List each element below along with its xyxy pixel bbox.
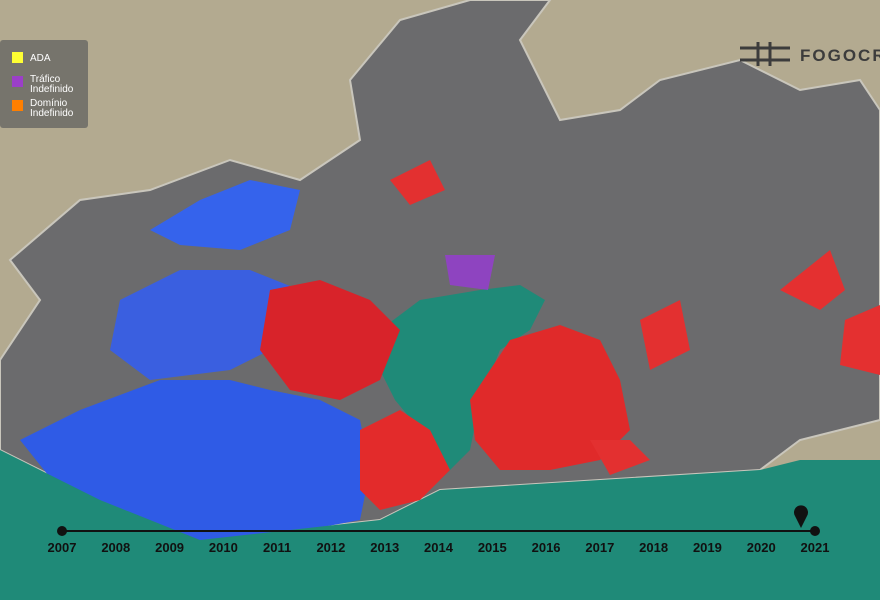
year-label: 2021 xyxy=(801,540,830,555)
year-label: 2014 xyxy=(424,540,454,555)
region-red xyxy=(260,280,400,400)
logo-text: FOGOCRU xyxy=(800,46,880,65)
region-red xyxy=(780,250,845,310)
legend-swatch xyxy=(12,100,23,111)
region-red xyxy=(470,325,630,470)
year-label: 2016 xyxy=(532,540,561,555)
legend-label: Domínio Indefinido xyxy=(30,98,74,119)
legend-label: ADA xyxy=(30,53,51,64)
legend-swatch xyxy=(12,52,23,63)
region-red xyxy=(640,300,690,370)
legend-swatch xyxy=(12,76,23,87)
year-label: 2019 xyxy=(693,540,722,555)
year-label: 2015 xyxy=(478,540,507,555)
region-blue xyxy=(110,270,300,380)
region-red xyxy=(360,410,450,510)
legend: ADA Tráfico Indefinido Domínio Indefinido xyxy=(12,52,74,119)
year-label: 2013 xyxy=(370,540,399,555)
timeline-end xyxy=(810,526,820,536)
region-purple xyxy=(445,255,495,290)
timeline-years: 2007 2008 2009 2010 2011 2012 2013 2014 2015 2016… xyxy=(48,540,830,555)
year-label: 2008 xyxy=(101,540,130,555)
legend-label: Tráfico Indefinido xyxy=(30,74,74,95)
year-label: 2011 xyxy=(263,540,291,555)
region-red xyxy=(840,305,880,375)
year-label: 2009 xyxy=(155,540,184,555)
year-label: 2007 xyxy=(48,540,77,555)
region-blue xyxy=(150,180,300,250)
year-label: 2017 xyxy=(585,540,614,555)
timeline-marker xyxy=(793,505,808,528)
year-label: 2018 xyxy=(639,540,668,555)
year-label: 2010 xyxy=(209,540,238,555)
region-red xyxy=(590,440,650,475)
year-label: 2012 xyxy=(316,540,345,555)
region-red xyxy=(390,160,445,205)
timeline-start xyxy=(57,526,67,536)
logo-icon xyxy=(740,42,790,66)
year-label: 2020 xyxy=(747,540,776,555)
sea xyxy=(0,450,880,600)
